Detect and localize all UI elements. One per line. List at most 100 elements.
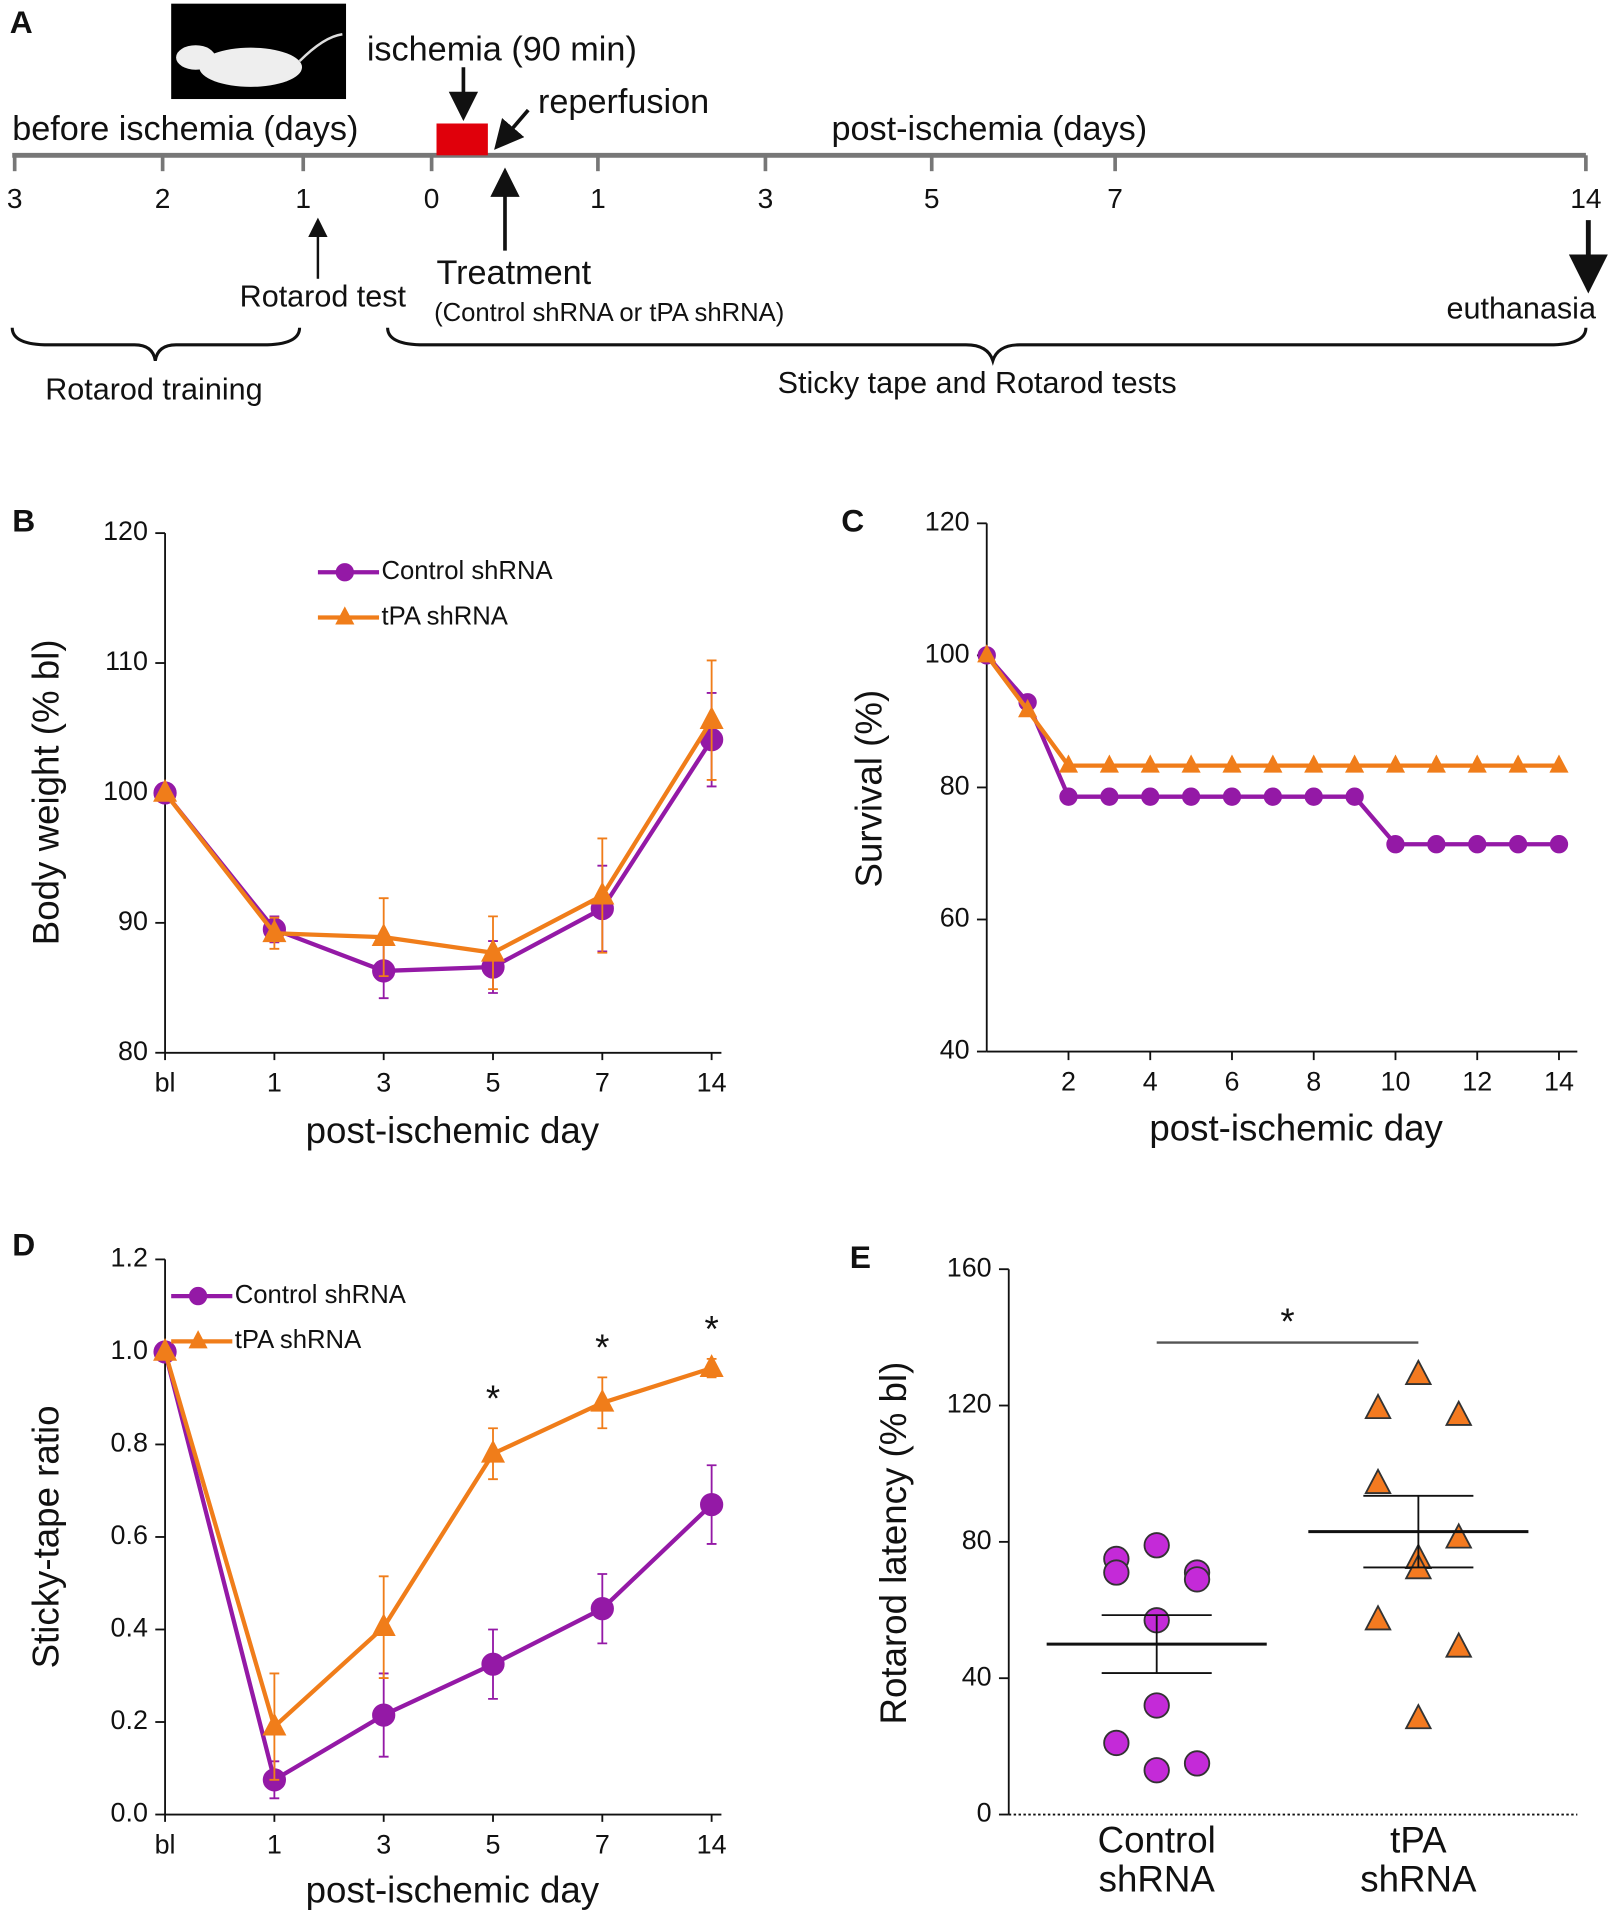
data-point [1345, 754, 1365, 773]
data-point [1263, 787, 1283, 806]
x-tick-label: 5 [486, 1068, 501, 1098]
x-tick-label: 7 [595, 1068, 610, 1098]
x-tick-label: 8 [1306, 1066, 1321, 1096]
x-tick-label: 4 [1143, 1066, 1158, 1096]
x-tick-label: 2 [1061, 1066, 1076, 1096]
training-label: Rotarod training [45, 372, 262, 406]
data-point [700, 1492, 724, 1517]
x-tick-label: 14 [1544, 1066, 1574, 1096]
data-point [1364, 1467, 1392, 1495]
legend-label: Control shRNA [381, 557, 553, 585]
x-tick-label: tPA shRNA [1360, 1820, 1477, 1901]
data-point [1444, 1399, 1473, 1426]
y-tick-label: 100 [103, 776, 148, 806]
timeline-tick-label: 14 [1570, 183, 1601, 214]
data-point [1181, 787, 1201, 806]
data-point [1222, 754, 1242, 773]
data-point [1103, 1559, 1130, 1586]
data-point [1059, 787, 1078, 806]
significance-label: * [1280, 1301, 1294, 1342]
legend-marker [188, 1330, 208, 1349]
series-line [985, 654, 1559, 768]
timeline-tick-label: 2 [155, 183, 171, 214]
data-point [1508, 754, 1528, 773]
y-tick-label: 60 [940, 903, 970, 933]
data-point [590, 1388, 615, 1412]
before-label: before ischemia (days) [12, 110, 358, 148]
series-line [985, 653, 1559, 847]
legend-label: Control shRNA [235, 1281, 407, 1309]
x-tick-label: 14 [697, 1068, 727, 1098]
panel-label: B [12, 503, 35, 539]
data-point [262, 1712, 287, 1736]
data-point [372, 1703, 396, 1727]
timeline-tick-label: 7 [1107, 183, 1123, 214]
data-point [480, 938, 506, 962]
data-point [1426, 754, 1446, 773]
data-point [481, 1652, 505, 1676]
x-tick-label: 10 [1381, 1066, 1411, 1096]
treatment-detail: (Control shRNA or tPA shRNA) [434, 299, 784, 327]
y-tick-label: 1.2 [111, 1243, 148, 1273]
legend-label: tPA shRNA [235, 1326, 362, 1354]
data-point [1549, 754, 1569, 773]
timeline-tick-label: 5 [924, 183, 940, 214]
data-point [1444, 1631, 1473, 1658]
x-tick-label: 7 [595, 1829, 610, 1859]
data-point [1100, 787, 1119, 806]
sem-bar [1101, 1614, 1212, 1675]
panel-label: C [841, 503, 864, 539]
y-tick-label: 120 [103, 516, 148, 546]
x-tick-label: bl [155, 1068, 176, 1098]
y-tick-label: 110 [105, 646, 148, 676]
data-point [1143, 1532, 1170, 1559]
data-point [1143, 1757, 1170, 1784]
sem-bar [1363, 1494, 1474, 1569]
x-axis-label: post-ischemic day [306, 1110, 600, 1151]
data-point [1345, 787, 1364, 806]
data-point [590, 1597, 614, 1621]
brace [10, 327, 302, 362]
legend-marker [335, 563, 354, 582]
legend-label: tPA shRNA [381, 602, 508, 630]
x-tick-label: 5 [486, 1829, 501, 1859]
after-label: post-ischemia (days) [831, 110, 1147, 148]
y-tick-label: 90 [118, 906, 148, 936]
data-point [1364, 1392, 1392, 1420]
annotation: * [704, 1309, 718, 1350]
data-point [480, 1439, 506, 1463]
series-line [162, 1351, 714, 1784]
x-axis-label: post-ischemic day [1149, 1108, 1443, 1149]
timeline-tick-label: 0 [424, 183, 440, 214]
y-tick-label: 0.8 [111, 1428, 148, 1458]
data-point [977, 644, 997, 663]
x-tick-label: 3 [376, 1829, 391, 1859]
data-point [699, 1354, 724, 1377]
data-point [1364, 1604, 1392, 1631]
x-tick-label: bl [155, 1829, 176, 1859]
data-point [1183, 1566, 1211, 1593]
timeline-tick-label: 1 [295, 183, 311, 214]
data-point [1183, 1750, 1211, 1777]
y-tick-label: 1.0 [111, 1335, 148, 1365]
data-point [1549, 835, 1569, 854]
data-point [1386, 835, 1405, 854]
legend-marker [188, 1286, 208, 1306]
y-tick-label: 0.4 [111, 1613, 148, 1643]
y-tick-label: 80 [940, 771, 970, 801]
y-tick-label: 0.6 [111, 1520, 148, 1550]
data-point [262, 919, 287, 943]
arrow [494, 108, 530, 150]
data-point [1444, 1522, 1473, 1549]
x-tick-label: 14 [697, 1829, 727, 1859]
data-point [1058, 754, 1079, 773]
ischemia-block [436, 123, 488, 156]
data-point [1508, 835, 1528, 854]
legend-marker [335, 606, 355, 625]
tests-label: Sticky tape and Rotarod tests [778, 366, 1177, 400]
x-tick-label: 1 [267, 1068, 282, 1098]
data-point [1427, 835, 1446, 854]
data-point [153, 778, 178, 802]
